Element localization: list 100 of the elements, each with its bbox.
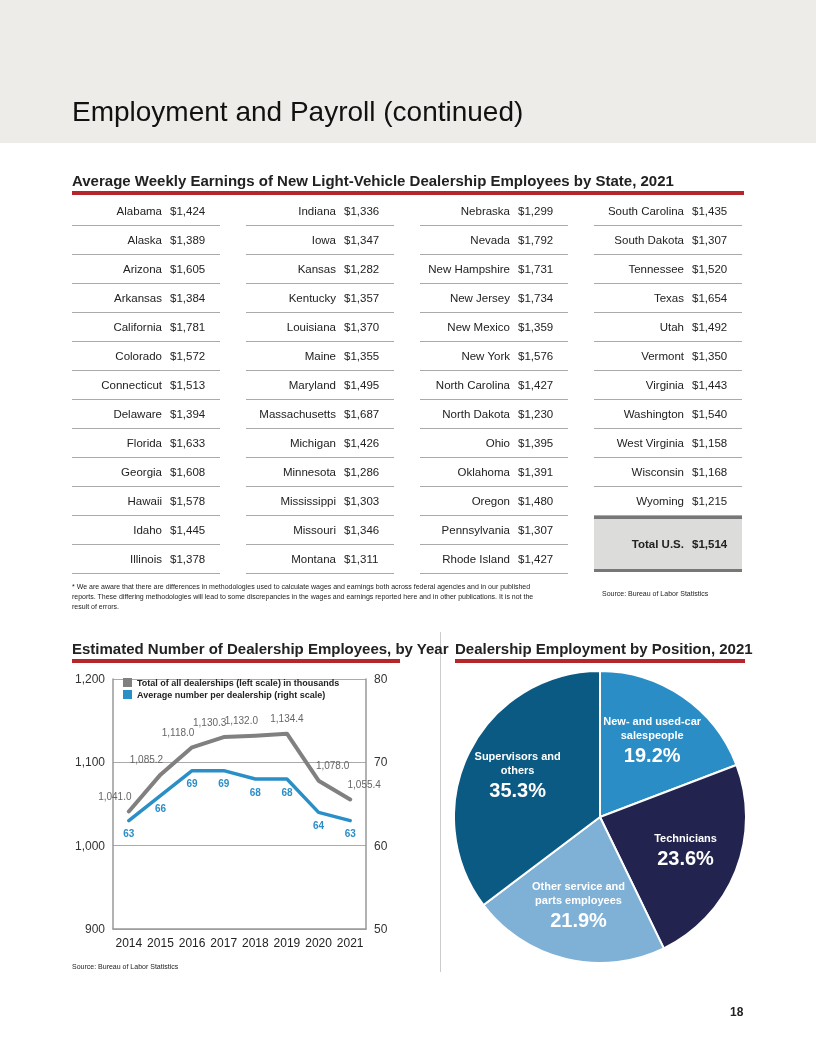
data-label: $1,391 [518,466,554,478]
category-label: Missouri [292,524,336,536]
data-label: $1,307 [518,524,554,536]
data-label: 1,055.4 [347,779,382,790]
data-label: $1,781 [170,321,206,333]
category-label: Montana [290,553,336,565]
category-label: Texas [652,292,684,304]
y2-tick-label: 70 [374,755,388,770]
data-label: $1,734 [518,292,554,304]
category-label: Maryland [287,379,336,391]
data-label: $1,347 [344,234,380,246]
x-tick-label: 2014 [115,936,143,950]
category-label: Delaware [112,408,162,420]
data-label: $1,427 [518,553,554,565]
data-label: 69 [218,778,230,790]
data-label: 1,085.2 [129,754,164,766]
y2-tick-label: 60 [374,838,388,853]
category-label: Connecticut [100,379,162,391]
category-label: Illinois [129,553,162,565]
data-label: 64 [313,819,325,831]
data-label: 63 [344,828,357,840]
category-label: Rhode Island [441,553,510,565]
category-label: Maine [303,350,336,362]
category-label: Indiana [297,205,336,217]
data-label: $1,350 [692,350,728,362]
data-label: $1,395 [518,437,554,449]
category-label: Total U.S. [630,538,684,550]
category-label: Utah [658,321,684,333]
category-label: Iowa [310,234,336,246]
data-label: $1,435 [692,205,728,217]
data-label: $1,311 [344,553,379,565]
category-label: Minnesota [281,466,336,478]
data-label: $1,427 [518,379,554,391]
category-label: Michigan [288,437,336,449]
category-label: Alabama [115,205,162,217]
category-label: New Hampshire [427,263,510,275]
data-label: 23.6% [657,846,715,869]
data-label: $1,384 [170,292,206,304]
category-label: Arkansas [113,292,162,304]
category-label: California [112,321,162,333]
data-label: $1,576 [518,350,554,362]
data-label: 1,130.3 [193,716,227,728]
category-label: Vermont [640,350,684,362]
category-label: Ohio [484,437,510,449]
data-label: $1,215 [692,495,728,507]
data-label: $1,654 [692,292,728,304]
category-label: Alaska [126,234,162,246]
legend-label: Average number per dealership (right scale) [137,689,326,700]
data-label: 63 [123,828,135,840]
x-tick-label: 2018 [241,936,269,950]
data-label: $1,608 [170,466,206,478]
y2-tick-label: 80 [374,672,388,686]
data-label: $1,378 [170,553,206,565]
slice-label: Supervisors and others [474,750,561,777]
category-label: Wyoming [635,495,684,507]
y-tick-label: 900 [85,922,106,936]
data-label: $1,578 [170,495,206,507]
data-label: $1,370 [344,321,380,333]
data-label: 66 [154,803,167,815]
x-tick-label: 2015 [147,936,175,950]
data-label: 68 [249,786,262,798]
slice-label: New- and used-car salespeople [603,715,702,742]
category-label: Hawaii [126,495,162,507]
slice-label: Technicians [654,831,717,844]
slice-label: Other service and parts employees [532,880,625,907]
data-label: $1,299 [518,205,554,217]
data-label: $1,168 [692,466,728,478]
category-label: Florida [125,437,162,449]
data-label: 21.9% [550,909,608,932]
category-label: South Carolina [606,205,684,217]
data-label: $1,572 [170,350,206,362]
category-label: West Virginia [615,437,684,449]
category-label: South Dakota [613,234,684,246]
data-label: $1,514 [692,538,728,550]
data-label: $1,307 [692,234,728,246]
text: Employment and Payroll (continued) [72,96,524,128]
category-label: Massachusetts [258,408,336,420]
data-label: $1,394 [170,408,206,420]
category-label: Nebraska [459,205,510,217]
category-label: New York [460,350,510,362]
x-tick-label: 2019 [273,936,301,950]
category-label: Mississippi [279,495,336,507]
data-label: $1,731 [518,263,554,275]
data-label: $1,687 [344,408,380,420]
category-label: Kansas [296,263,336,275]
data-label: 1,078.0 [315,760,350,772]
category-label: Idaho [132,524,162,536]
category-label: Colorado [114,350,162,362]
category-label: North Carolina [434,379,510,391]
data-label: $1,286 [344,466,380,478]
category-label: Arizona [122,263,162,275]
category-label: Pennsylvania [440,524,510,536]
data-label: $1,359 [518,321,554,333]
data-label: 1,134.4 [270,713,305,725]
data-label: $1,492 [692,321,728,333]
data-label: $1,633 [170,437,206,449]
data-label: $1,357 [344,292,380,304]
chart-title: Estimated Number of Dealership Employees, by Year [72,640,449,659]
data-label: $1,443 [692,379,728,391]
category-label: Wisconsin [630,466,684,478]
